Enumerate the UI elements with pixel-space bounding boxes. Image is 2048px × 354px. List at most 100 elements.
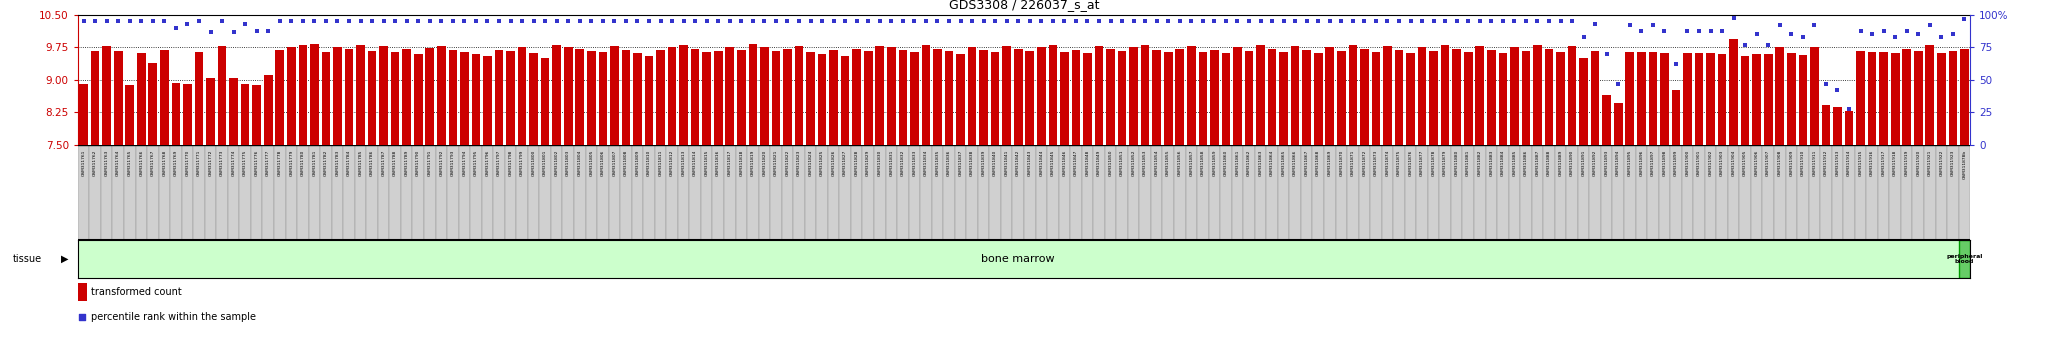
Bar	[1104, 145, 1116, 240]
Point	[874, 19, 907, 24]
Bar	[1278, 145, 1290, 240]
Bar	[690, 49, 700, 145]
Bar	[666, 145, 678, 240]
Bar	[446, 145, 459, 240]
Point	[528, 19, 561, 24]
Point	[1556, 19, 1589, 24]
Bar	[1855, 145, 1866, 240]
Bar	[1671, 90, 1679, 145]
Bar	[1395, 50, 1403, 145]
Bar	[1532, 145, 1544, 240]
Point	[1614, 23, 1647, 28]
Text: GSM311921: GSM311921	[1927, 150, 1931, 176]
Point	[1843, 28, 1876, 33]
Bar	[1417, 47, 1425, 145]
Point	[864, 19, 897, 24]
Text: GSM311840: GSM311840	[993, 150, 997, 176]
Point	[782, 19, 815, 24]
Bar	[285, 145, 297, 240]
Bar	[1128, 145, 1139, 240]
Point	[1370, 19, 1403, 24]
Bar	[1036, 145, 1047, 240]
Bar	[586, 145, 598, 240]
Bar	[760, 47, 768, 145]
Bar	[588, 51, 596, 145]
Bar	[1151, 145, 1163, 240]
Bar	[496, 50, 504, 145]
Point	[172, 21, 205, 27]
Point	[1798, 23, 1831, 28]
Bar	[193, 145, 205, 240]
Bar	[1243, 145, 1255, 240]
Bar	[874, 145, 885, 240]
Point	[702, 19, 735, 24]
Point	[1579, 21, 1612, 27]
Bar	[920, 145, 932, 240]
Bar	[608, 145, 621, 240]
Bar	[541, 58, 549, 145]
Text: GSM311813: GSM311813	[682, 150, 686, 176]
Bar	[1049, 45, 1057, 145]
Point	[1925, 34, 1958, 40]
Bar	[1450, 145, 1462, 240]
Bar	[1901, 145, 1913, 240]
Text: GSM311833: GSM311833	[911, 150, 915, 176]
Bar	[377, 145, 389, 240]
Bar	[1094, 145, 1104, 240]
Text: GSM311890: GSM311890	[1571, 150, 1575, 176]
Text: GSM311765: GSM311765	[127, 150, 131, 176]
Text: GDS3308 / 226037_s_at: GDS3308 / 226037_s_at	[948, 0, 1100, 11]
Bar	[1880, 52, 1888, 145]
Point	[1348, 19, 1380, 24]
Text: GSM311772: GSM311772	[209, 150, 213, 176]
Text: GSM311812: GSM311812	[670, 150, 674, 176]
Bar	[90, 51, 100, 145]
Point	[805, 19, 838, 24]
Bar	[449, 50, 457, 145]
Bar	[1751, 145, 1763, 240]
Point	[897, 19, 930, 24]
Bar	[862, 145, 874, 240]
Point	[1141, 19, 1174, 24]
Point	[1544, 19, 1577, 24]
Bar	[170, 145, 182, 240]
Bar	[1106, 49, 1114, 145]
Bar	[1821, 145, 1831, 240]
Point	[979, 19, 1012, 24]
Bar	[1313, 145, 1323, 240]
Text: GSM311811: GSM311811	[659, 150, 664, 176]
Point	[1741, 32, 1774, 37]
Point	[518, 19, 551, 24]
Bar	[401, 145, 412, 240]
Bar	[1407, 53, 1415, 145]
Point	[1163, 19, 1196, 24]
Point	[678, 19, 711, 24]
Bar	[1948, 51, 1958, 145]
Bar	[782, 145, 793, 240]
Point	[1014, 19, 1047, 24]
Bar	[621, 145, 631, 240]
Point	[506, 19, 539, 24]
Point	[1913, 23, 1946, 28]
Bar	[655, 50, 666, 145]
Point	[1049, 19, 1081, 24]
Point	[494, 19, 526, 24]
Point	[1878, 34, 1911, 40]
Text: GSM311914: GSM311914	[1847, 150, 1851, 176]
Bar	[1683, 53, 1692, 145]
Bar	[1024, 145, 1036, 240]
Text: GSM311854: GSM311854	[1155, 150, 1159, 176]
Bar	[354, 145, 367, 240]
Point	[264, 19, 297, 24]
Bar	[274, 145, 285, 240]
Point	[1268, 19, 1300, 24]
Bar	[1255, 45, 1266, 145]
Bar	[1059, 145, 1071, 240]
Point	[1636, 23, 1669, 28]
Text: GSM311895: GSM311895	[1628, 150, 1632, 176]
Text: GSM311778: GSM311778	[279, 150, 283, 176]
Bar	[1475, 145, 1485, 240]
Point	[956, 19, 989, 24]
Point	[68, 19, 100, 24]
Text: GSM311879: GSM311879	[1444, 150, 1448, 176]
